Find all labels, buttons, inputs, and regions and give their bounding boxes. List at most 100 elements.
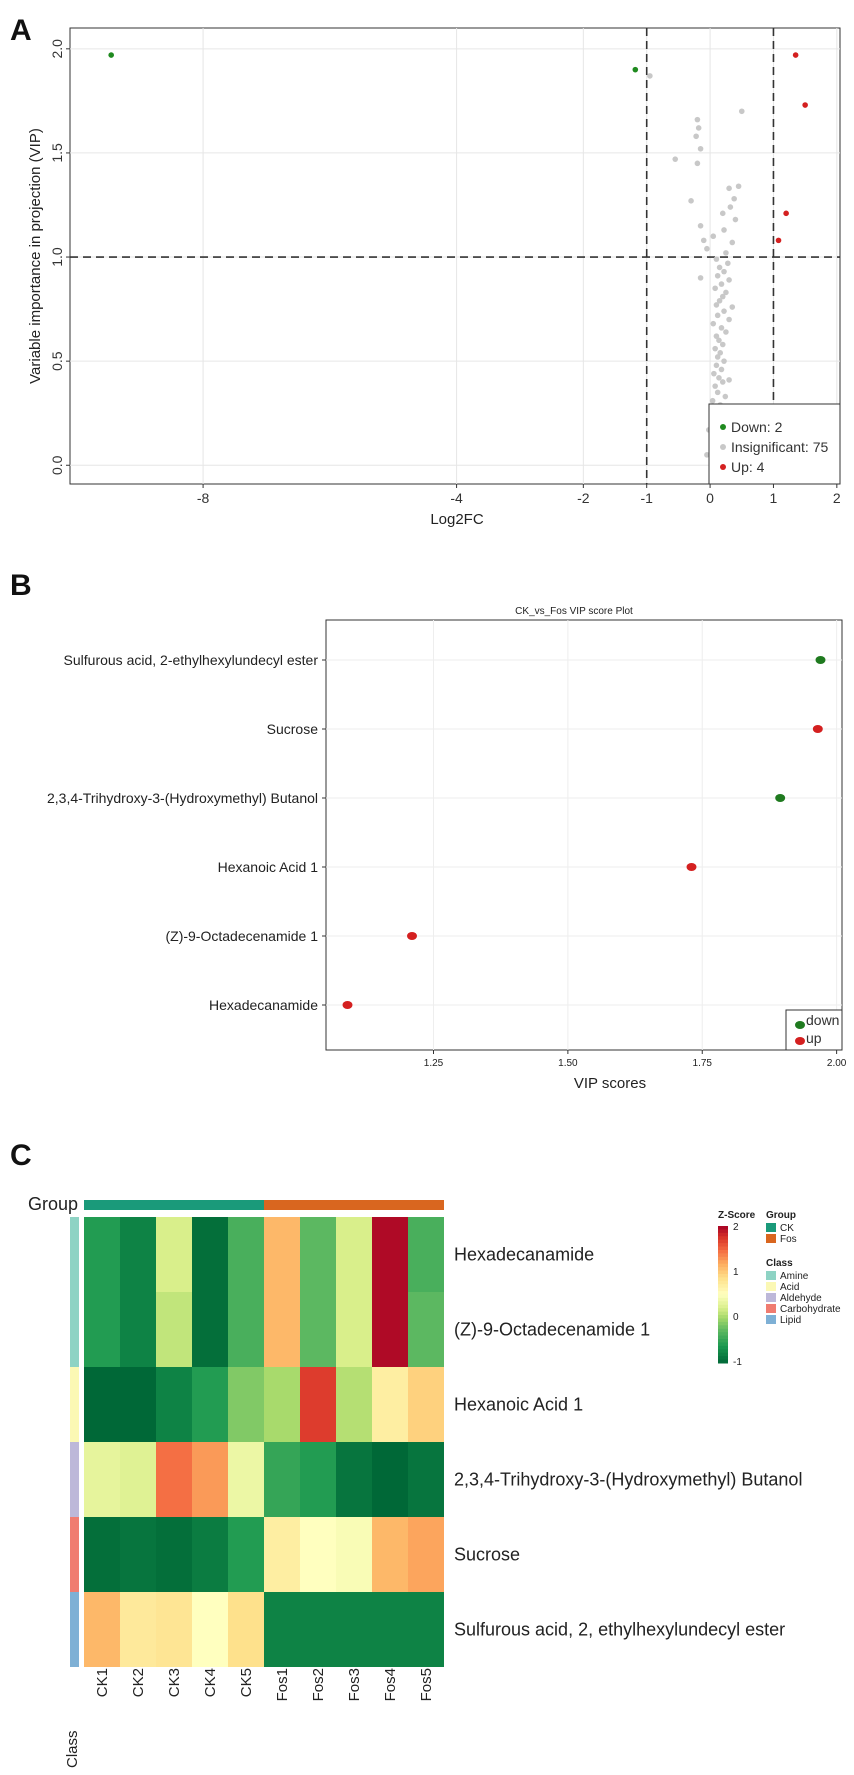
- panel-b-points: [342, 656, 826, 1009]
- heatmap-cell: [120, 1442, 156, 1517]
- panel-b-gridlines: [326, 620, 842, 1050]
- class-legend-label-aldehyde: Aldehyde: [780, 1293, 822, 1304]
- heatmap-cell: [372, 1292, 408, 1367]
- class-bar-cell-aldehyde: [70, 1442, 79, 1517]
- colorbar-segment: [718, 1311, 728, 1316]
- heatmap-cell: [300, 1292, 336, 1367]
- point-insignificant: [647, 73, 653, 79]
- point-up: [783, 210, 789, 217]
- point-insignificant: [722, 393, 729, 400]
- point-insignificant: [712, 383, 718, 389]
- panel-b-title: CK_vs_Fos VIP score Plot: [515, 606, 633, 617]
- colorbar-segment: [718, 1253, 728, 1258]
- legend-marker-down: [720, 424, 726, 430]
- panel-a-xtick-label: 2: [833, 490, 841, 506]
- heatmap-cell: [192, 1367, 228, 1442]
- colorbar-segment: [718, 1246, 728, 1251]
- panel-a-xtick-label: 0: [706, 490, 714, 506]
- point-insignificant: [725, 260, 731, 267]
- legend-label-up: up: [806, 1030, 822, 1046]
- panel-b-category-label: Sucrose: [267, 721, 319, 737]
- point-insignificant: [697, 145, 704, 152]
- colorbar-segment: [718, 1226, 728, 1230]
- group-bar-cell-fos: [408, 1200, 444, 1210]
- class-bar-cell-lipid: [70, 1592, 79, 1667]
- colorbar-segment: [718, 1273, 728, 1278]
- heatmap-column-label: Fos5: [418, 1668, 435, 1701]
- colorbar-segment: [718, 1239, 728, 1244]
- point-insignificant: [716, 375, 722, 381]
- colorbar-segment: [718, 1308, 728, 1313]
- panel-a-ytick-label: 0.0: [49, 455, 65, 475]
- heatmap-cell: [336, 1217, 372, 1292]
- point-insignificant: [714, 312, 721, 319]
- panel-label-c: C: [10, 1139, 32, 1172]
- panel-b-point-up: [342, 1001, 353, 1009]
- heatmap-cell: [120, 1367, 156, 1442]
- heatmap-cell: [120, 1292, 156, 1367]
- point-insignificant: [726, 185, 732, 192]
- colorbar-segment: [718, 1325, 728, 1330]
- colorbar-segment: [718, 1301, 728, 1306]
- heatmap-cell: [120, 1217, 156, 1292]
- class-legend-title: Class: [766, 1258, 793, 1269]
- heatmap-cell: [264, 1442, 300, 1517]
- heatmap-row-label: Hexanoic Acid 1: [454, 1395, 583, 1415]
- heatmap-cell: [408, 1592, 444, 1667]
- colorbar-segment: [718, 1339, 728, 1343]
- point-insignificant: [704, 452, 710, 458]
- colorbar-segment: [718, 1328, 728, 1333]
- panel-b-legend-box: [785, 1009, 843, 1051]
- heatmap-cell: [300, 1217, 336, 1292]
- heatmap-cell: [264, 1517, 300, 1592]
- point-insignificant: [719, 210, 726, 217]
- heatmap-cell: [372, 1217, 408, 1292]
- colorbar-segment: [718, 1321, 728, 1326]
- legend-marker-up: [795, 1037, 805, 1045]
- point-insignificant: [716, 264, 723, 271]
- heatmap-cell: [228, 1367, 264, 1442]
- heatmap-cell: [264, 1592, 300, 1667]
- point-insignificant: [714, 354, 721, 360]
- legend-label-down: Down: 2: [731, 419, 783, 435]
- panel-label-a: A: [10, 14, 32, 47]
- colorbar-segment: [718, 1280, 728, 1285]
- point-insignificant: [721, 268, 727, 275]
- point-insignificant: [700, 237, 707, 244]
- group-legend-swatch-ck: [766, 1223, 776, 1232]
- group-bar-cell-ck: [228, 1200, 264, 1210]
- panel-b-point-down: [775, 794, 786, 802]
- panel-a-xtick-label: -4: [450, 490, 463, 506]
- class-legend-swatch-acid: [766, 1282, 776, 1291]
- group-legend-swatch-fos: [766, 1234, 776, 1243]
- point-insignificant: [723, 329, 729, 335]
- point-insignificant: [713, 256, 720, 262]
- point-insignificant: [719, 379, 726, 385]
- heatmap-cell: [84, 1442, 120, 1517]
- point-insignificant: [721, 308, 727, 314]
- heatmap-cell: [84, 1367, 120, 1442]
- heatmap-cell: [336, 1367, 372, 1442]
- point-insignificant: [716, 297, 723, 304]
- colorbar-segment: [718, 1318, 728, 1323]
- point-insignificant: [688, 198, 694, 204]
- heatmap-cell: [156, 1592, 192, 1667]
- class-legend-label-carbohydrate: Carbohydrate: [780, 1304, 841, 1315]
- point-insignificant: [714, 272, 721, 279]
- heatmap-row-label: 2,3,4-Trihydroxy-3-(Hydroxymethyl) Butan…: [454, 1470, 802, 1490]
- panel-a-ticks: -8 -4 -2 -1 0 1 2 0.0 0.5 1.0 1.5 2.0: [49, 39, 841, 506]
- heatmap-cell: [192, 1442, 228, 1517]
- colorbar-segment: [718, 1249, 728, 1254]
- heatmap-cell: [408, 1367, 444, 1442]
- class-bar-cell-amine: [70, 1292, 79, 1367]
- class-legend-label-lipid: Lipid: [780, 1315, 801, 1326]
- heatmap-cell: [228, 1217, 264, 1292]
- heatmap-cell: [408, 1292, 444, 1367]
- panel-b-point-up: [686, 863, 697, 871]
- point-up: [775, 237, 782, 244]
- panel-a-ytick-label: 1.0: [49, 247, 65, 267]
- panel-b-point-down: [815, 656, 826, 664]
- point-insignificant: [718, 325, 725, 331]
- colorbar-segment: [718, 1263, 728, 1268]
- colorbar-segment: [718, 1294, 728, 1299]
